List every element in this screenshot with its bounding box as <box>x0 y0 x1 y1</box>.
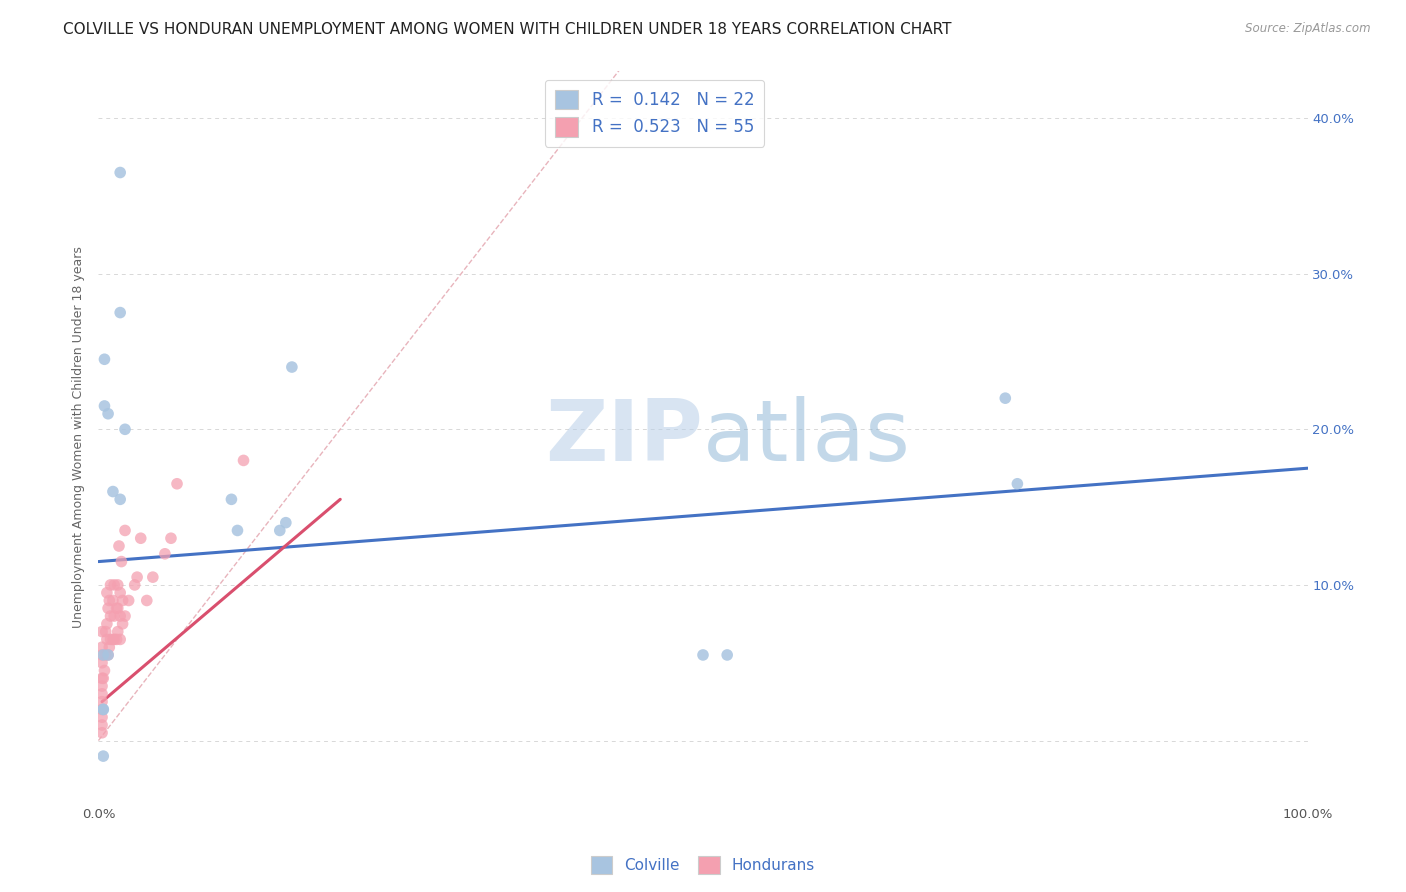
Point <box>692 648 714 662</box>
Point <box>111 593 134 607</box>
Point <box>93 399 115 413</box>
Point <box>108 165 131 179</box>
Point <box>97 648 120 662</box>
Point <box>100 609 122 624</box>
Point <box>94 648 117 662</box>
Point <box>97 601 120 615</box>
Point <box>105 632 128 647</box>
Point <box>91 624 114 639</box>
Point <box>118 593 141 607</box>
Point <box>160 531 183 545</box>
Point <box>91 648 114 662</box>
Point <box>105 601 128 615</box>
Point <box>101 484 124 499</box>
Point <box>108 539 131 553</box>
Point <box>274 516 297 530</box>
Point <box>91 725 114 739</box>
Point <box>129 531 152 545</box>
Point <box>91 702 114 716</box>
Y-axis label: Unemployment Among Women with Children Under 18 years: Unemployment Among Women with Children U… <box>72 246 86 628</box>
Point <box>281 359 304 374</box>
Text: Source: ZipAtlas.com: Source: ZipAtlas.com <box>1246 22 1371 36</box>
Point <box>91 656 114 670</box>
Point <box>97 407 120 421</box>
Point <box>221 492 243 507</box>
Point <box>101 632 124 647</box>
Point <box>153 547 176 561</box>
Point <box>100 578 122 592</box>
Point <box>108 305 131 319</box>
Point <box>101 593 124 607</box>
Point <box>269 524 291 538</box>
Point <box>94 624 117 639</box>
Point <box>91 687 114 701</box>
Point <box>91 648 114 662</box>
Point <box>91 640 114 655</box>
Point <box>91 749 114 764</box>
Point <box>108 585 131 599</box>
Text: COLVILLE VS HONDURAN UNEMPLOYMENT AMONG WOMEN WITH CHILDREN UNDER 18 YEARS CORRE: COLVILLE VS HONDURAN UNEMPLOYMENT AMONG … <box>63 22 952 37</box>
Point <box>114 609 136 624</box>
Point <box>91 695 114 709</box>
Point <box>96 616 118 631</box>
Point <box>107 601 129 615</box>
Point <box>96 585 118 599</box>
Point <box>232 453 254 467</box>
Point <box>114 524 136 538</box>
Point <box>142 570 165 584</box>
Point <box>166 476 188 491</box>
Point <box>93 664 115 678</box>
Point <box>108 492 131 507</box>
Point <box>1007 476 1029 491</box>
Point <box>716 648 738 662</box>
Point <box>107 578 129 592</box>
Point <box>91 710 114 724</box>
Point <box>97 648 120 662</box>
Point <box>110 555 132 569</box>
Point <box>124 578 146 592</box>
Point <box>108 609 131 624</box>
Legend: Colville, Hondurans: Colville, Hondurans <box>585 850 821 880</box>
Point <box>91 679 114 693</box>
Point <box>103 609 125 624</box>
Point <box>98 593 121 607</box>
Point <box>994 391 1017 405</box>
Point <box>91 671 114 685</box>
Point <box>107 624 129 639</box>
Legend: R =  0.142   N = 22, R =  0.523   N = 55: R = 0.142 N = 22, R = 0.523 N = 55 <box>546 79 765 146</box>
Point <box>100 632 122 647</box>
Point <box>135 593 157 607</box>
Point <box>127 570 149 584</box>
Point <box>91 702 114 716</box>
Point <box>96 632 118 647</box>
Point <box>91 671 114 685</box>
Point <box>103 632 125 647</box>
Point <box>98 640 121 655</box>
Point <box>111 616 134 631</box>
Text: atlas: atlas <box>703 395 911 479</box>
Point <box>108 632 131 647</box>
Point <box>114 422 136 436</box>
Point <box>226 524 249 538</box>
Point <box>91 718 114 732</box>
Point <box>103 578 125 592</box>
Point <box>93 352 115 367</box>
Point <box>91 702 114 716</box>
Text: ZIP: ZIP <box>546 395 703 479</box>
